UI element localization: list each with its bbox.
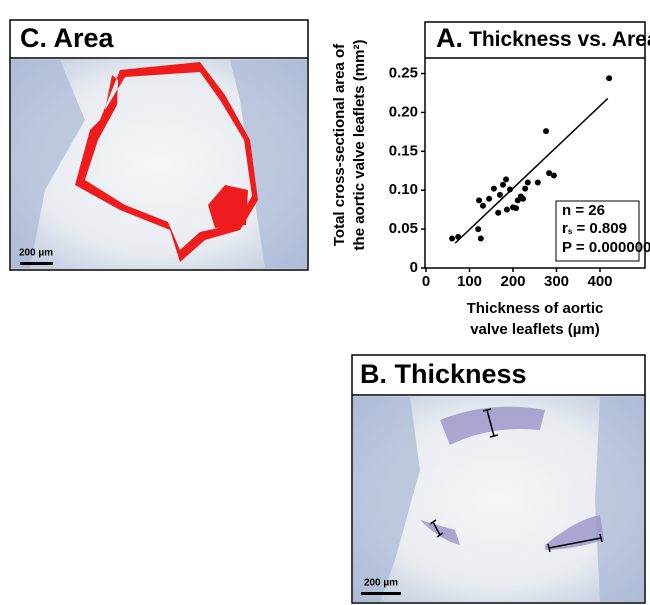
point: [480, 203, 486, 209]
point: [535, 179, 541, 185]
scale-bar: [20, 262, 53, 265]
point: [522, 186, 528, 192]
point: [449, 235, 455, 241]
y-tick-label: 0.05: [389, 220, 418, 237]
x-axis-label: Thickness of aortic: [467, 300, 604, 317]
point: [525, 179, 531, 185]
y-tick-label: 0.20: [389, 103, 418, 120]
scale-bar: [361, 592, 401, 595]
y-tick-label: 0: [410, 259, 418, 276]
y-tick-label: 0.25: [389, 65, 418, 82]
stat: rs = 0.809: [562, 220, 627, 237]
stats-box: n = 26 rs = 0.809 P = 0.00000037: [556, 201, 650, 261]
scale-label: 200 µm: [19, 248, 53, 259]
point: [475, 226, 481, 232]
point: [500, 182, 506, 188]
scale-label: 200 µm: [364, 578, 398, 589]
point: [476, 197, 482, 203]
stat: P = 0.00000037: [562, 239, 650, 256]
point: [507, 186, 513, 192]
point: [551, 172, 557, 178]
chart-title: A.Thickness vs. Area: [436, 23, 650, 53]
x-tick-label: 200: [500, 273, 525, 290]
point: [486, 196, 492, 202]
y-tick-label: 0.10: [389, 181, 418, 198]
x-tick-label: 300: [544, 273, 569, 290]
x-tick-label: 0: [422, 273, 430, 290]
page: C. Area 200 µm B. Thickness 200 µm A.Thi…: [0, 0, 650, 605]
y-tick-label: 0.15: [389, 142, 418, 159]
x-tick-label: 400: [587, 273, 612, 290]
point: [478, 235, 484, 241]
figure: C. Area 200 µm B. Thickness 200 µm A.Thi…: [0, 0, 650, 605]
point: [495, 210, 501, 216]
point: [513, 205, 519, 211]
x-tick-label: 100: [457, 273, 482, 290]
point: [497, 192, 503, 198]
x-axis-label: valve leaflets (µm): [470, 321, 600, 338]
point: [491, 186, 497, 192]
y-axis-label: the aortic valve leaflets (mm²): [351, 40, 368, 251]
panel-title: C. Area: [20, 23, 115, 53]
y-axis-label: Total cross-sectional area of: [331, 43, 348, 246]
point: [455, 234, 461, 240]
point: [520, 196, 526, 202]
point: [504, 207, 510, 213]
point: [503, 176, 509, 182]
stat: n = 26: [562, 202, 605, 219]
point: [606, 75, 612, 81]
panel-title: B. Thickness: [360, 359, 527, 389]
point: [543, 128, 549, 134]
